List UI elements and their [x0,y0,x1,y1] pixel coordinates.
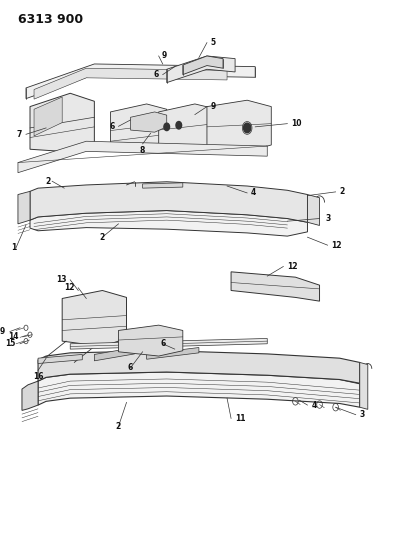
Polygon shape [146,348,199,359]
Polygon shape [231,272,319,301]
Text: 6313 900: 6313 900 [18,13,83,26]
Circle shape [176,122,182,129]
Text: 3: 3 [360,410,365,419]
Polygon shape [38,351,360,383]
Polygon shape [30,211,308,236]
Circle shape [244,123,251,133]
Text: 2: 2 [100,233,105,241]
Polygon shape [167,56,235,83]
Text: 1: 1 [11,244,16,252]
Text: 6: 6 [109,122,115,131]
Polygon shape [62,290,126,346]
Text: 12: 12 [287,262,298,271]
Polygon shape [18,141,267,173]
Text: 9: 9 [162,52,167,60]
Polygon shape [360,362,368,409]
Text: 9: 9 [0,327,5,336]
Polygon shape [34,97,62,136]
Text: 9: 9 [211,102,216,111]
Text: 2: 2 [339,188,345,196]
Circle shape [164,123,170,131]
Text: 15: 15 [6,340,16,348]
Text: 10: 10 [291,119,302,128]
Polygon shape [70,338,267,349]
Text: 4: 4 [311,401,317,409]
Polygon shape [308,195,319,225]
Text: 12: 12 [332,241,342,249]
Polygon shape [38,372,360,407]
Polygon shape [30,93,94,152]
Polygon shape [111,104,167,152]
Polygon shape [94,348,135,361]
Text: 2: 2 [45,177,51,185]
Polygon shape [159,104,215,151]
Text: 11: 11 [235,414,246,423]
Text: 7: 7 [17,130,22,139]
Polygon shape [207,100,271,151]
Text: 6: 6 [153,70,159,79]
Text: 8: 8 [140,146,145,155]
Polygon shape [131,112,167,132]
Text: 6: 6 [160,340,165,348]
Text: 3: 3 [326,214,331,223]
Text: 6: 6 [128,364,133,372]
Polygon shape [38,354,82,364]
Polygon shape [183,56,223,75]
Polygon shape [22,381,38,410]
Polygon shape [26,64,255,99]
Text: 14: 14 [8,333,19,341]
Text: 12: 12 [64,284,74,292]
Text: 2: 2 [116,422,121,431]
Polygon shape [143,183,183,188]
Text: 4: 4 [251,189,256,197]
Text: 13: 13 [56,276,66,284]
Polygon shape [30,182,308,222]
Polygon shape [34,68,227,99]
Text: 16: 16 [33,373,43,381]
Polygon shape [18,191,30,224]
Text: 5: 5 [211,38,216,47]
Polygon shape [118,325,183,356]
